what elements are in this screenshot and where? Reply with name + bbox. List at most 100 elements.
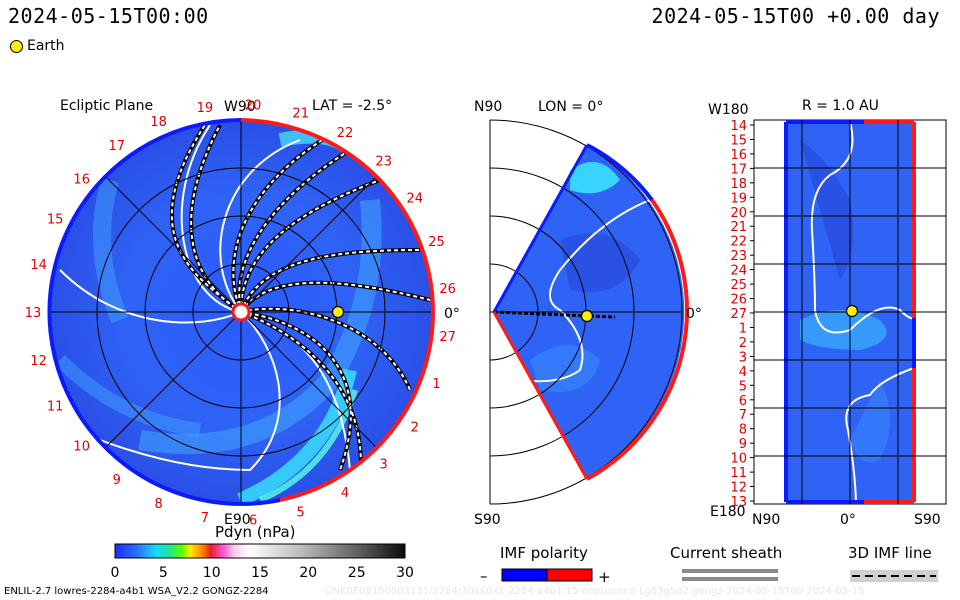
carrington-label: 24 — [407, 192, 424, 207]
map-y-label: 27 — [730, 307, 747, 322]
map-y-label: 20 — [730, 206, 747, 221]
carrington-label: 25 — [428, 235, 445, 250]
map-y-label: 11 — [730, 466, 747, 481]
carrington-label: 10 — [73, 440, 90, 455]
carrington-label: 13 — [25, 306, 42, 321]
carrington-label: 5 — [297, 505, 305, 520]
carrington-label: 4 — [341, 486, 349, 501]
map-y-label: 13 — [730, 495, 747, 510]
map-y-labels: 1415161718192021222324252627123456789101… — [730, 119, 754, 510]
imf-polarity-legend: IMF polarity – + — [480, 544, 611, 586]
carrington-label: 19 — [197, 101, 214, 116]
meridional-panel: N90 LON = 0° S90 0° — [474, 99, 702, 528]
carrington-label: 27 — [439, 330, 456, 345]
meridional-lon-label: LON = 0° — [538, 99, 603, 115]
map-grid — [754, 120, 946, 504]
imf-negative-swatch — [501, 568, 548, 582]
map-y-label: 17 — [730, 162, 747, 177]
map-y-label: 25 — [730, 278, 747, 293]
map-x-label-0: 0° — [840, 512, 856, 528]
carrington-labels: 19 20212223242526271234567891011121314151… — [25, 98, 456, 528]
footer-watermark: UNK0E05180003131/2284/30x60x1 2284-a4b1.… — [325, 586, 865, 597]
current-sheath-line-2 — [682, 577, 778, 581]
map-y-label: 1 — [739, 322, 747, 337]
map-y-label: 22 — [730, 235, 747, 250]
map-y-label: 16 — [730, 148, 747, 163]
map-y-label: 19 — [730, 191, 747, 206]
earth-legend: Earth — [10, 38, 65, 54]
colorbar-tick-label: 20 — [299, 565, 317, 581]
imf-positive-swatch — [546, 568, 593, 582]
carrington-label: 20 — [245, 98, 262, 113]
map-x-label-n90: N90 — [752, 512, 780, 528]
carrington-label: 6 — [249, 514, 257, 529]
map-y-label: 23 — [730, 249, 747, 264]
map-y-label: 12 — [730, 481, 747, 496]
carrington-label: 11 — [47, 399, 64, 414]
carrington-label: 23 — [375, 155, 392, 170]
current-sheath-legend: Current sheath — [670, 544, 782, 581]
carrington-label: 12 — [30, 354, 47, 369]
carrington-label: 1 — [432, 377, 440, 392]
earth-legend-label: Earth — [27, 38, 65, 54]
sun-marker — [231, 302, 251, 322]
map-y-label: 4 — [739, 365, 747, 380]
meridional-n-label: N90 — [474, 99, 502, 115]
map-y-label: 8 — [739, 423, 747, 438]
colorbar-tick-label: 30 — [396, 565, 414, 581]
map-panel: W180 R = 1.0 AU E180 N90 0° S90 1 4 151617… — [708, 98, 947, 528]
carrington-label: 9 — [113, 473, 121, 488]
carrington-label: 7 — [201, 511, 209, 526]
carrington-label: 22 — [337, 126, 354, 141]
imf-polarity-title: IMF polarity — [500, 544, 588, 562]
imf-line-title: 3D IMF line — [848, 544, 932, 562]
map-y-label: 3 — [739, 350, 747, 365]
map-y-label: 24 — [730, 264, 747, 279]
map-x-label-s90: S90 — [914, 512, 941, 528]
ecliptic-title: Ecliptic Plane — [60, 98, 153, 114]
ecliptic-bottom-label: E90 — [224, 512, 251, 528]
map-title: R = 1.0 AU — [802, 98, 879, 114]
earth-icon — [10, 39, 23, 53]
ecliptic-top-label: W90 — [224, 99, 256, 115]
carrington-label: 16 — [73, 172, 90, 187]
imf-line-legend: 3D IMF line — [848, 544, 938, 582]
ecliptic-rim-negative — [47, 118, 281, 506]
ecliptic-right-label: 0° — [444, 306, 460, 322]
current-sheath-title: Current sheath — [670, 544, 782, 562]
ecliptic-lat-label: LAT = -2.5° — [312, 98, 392, 114]
earth-marker-ecliptic — [331, 305, 345, 319]
map-y-label: 15 — [730, 134, 747, 149]
map-y-label: 5 — [739, 379, 747, 394]
map-y-label: 9 — [739, 437, 747, 452]
current-sheath-line-1 — [682, 569, 778, 573]
map-y-label: 6 — [739, 394, 747, 409]
map-bottom-left: E180 — [710, 504, 746, 520]
footer-left: ENLIL-2.7 lowres-2284-a4b1 WSA_V2.2 GONG… — [4, 586, 269, 597]
imf-minus-label: – — [480, 567, 488, 585]
meridional-right-label: 0° — [686, 306, 702, 322]
meridional-s-label: S90 — [474, 512, 501, 528]
map-y-label: 26 — [730, 293, 747, 308]
ecliptic-panel: Ecliptic Plane LAT = -2.5° W90 E90 0° 19… — [25, 98, 460, 529]
colorbar-bar — [114, 543, 406, 559]
carrington-label: 18 — [150, 115, 167, 130]
earth-marker-map — [845, 304, 859, 318]
carrington-label: 26 — [439, 282, 456, 297]
time-right: 2024-05-15T00 +0.00 day — [651, 4, 940, 28]
colorbar-tick-label: 25 — [348, 565, 366, 581]
colorbar: Pdyn (nPa) 0 5 10 15 20 25 30 — [111, 523, 414, 581]
map-top-left: W180 — [708, 102, 749, 118]
map-y-label: 7 — [739, 408, 747, 423]
carrington-label: 21 — [292, 107, 309, 122]
colorbar-tick-label: 0 — [111, 565, 120, 581]
map-y-label: 2 — [739, 336, 747, 351]
carrington-label: 2 — [411, 420, 419, 435]
carrington-label: 8 — [154, 497, 162, 512]
carrington-label: 17 — [109, 139, 126, 154]
carrington-label: 15 — [47, 213, 64, 228]
time-left: 2024-05-15T00:00 — [8, 4, 209, 28]
colorbar-title: Pdyn (nPa) — [215, 523, 296, 541]
colorbar-tick-label: 15 — [251, 565, 269, 581]
carrington-label: 14 — [30, 258, 47, 273]
